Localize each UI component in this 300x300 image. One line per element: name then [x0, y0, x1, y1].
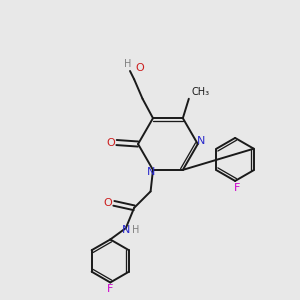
Text: N: N	[122, 225, 130, 235]
Text: F: F	[106, 284, 113, 294]
Text: CH₃: CH₃	[191, 87, 209, 97]
Text: H: H	[132, 225, 139, 235]
Text: N: N	[197, 136, 206, 146]
Text: O: O	[103, 198, 112, 208]
Text: H: H	[124, 59, 131, 69]
Text: O: O	[107, 137, 116, 148]
Text: O: O	[136, 63, 145, 73]
Text: N: N	[147, 167, 156, 177]
Text: F: F	[233, 182, 240, 193]
